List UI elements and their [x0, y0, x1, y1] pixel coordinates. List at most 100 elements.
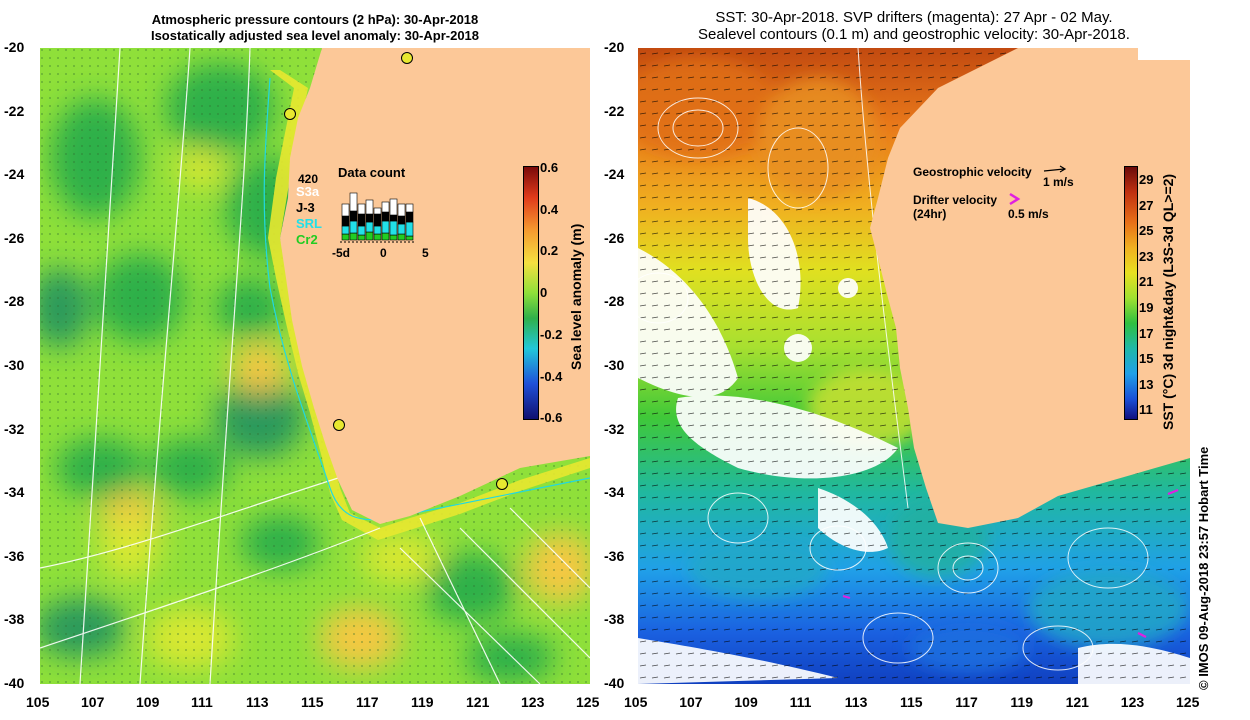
sst-colorbar-tick: 23: [1139, 248, 1154, 264]
inset-bar-segment: [365, 231, 374, 241]
pressure-contours: [40, 48, 590, 684]
lon-tick-label: 105: [624, 694, 648, 710]
drifter-velocity-sub: (24hr): [913, 207, 947, 221]
tide-gauges: [284, 52, 508, 490]
sla-colorbar-label: Sea level anomaly (m): [568, 223, 584, 370]
lat-tick-label: -24: [4, 166, 25, 183]
sla-colorbar-tick: 0.2: [540, 243, 559, 259]
right-panel-title: SST: 30-Apr-2018. SVP drifters (magenta)…: [638, 9, 1190, 43]
coastline-contour: [263, 77, 590, 521]
inset-bar-segment: [389, 214, 398, 222]
inset-bar-segment: [341, 233, 350, 241]
lat-tick-label: -38: [4, 611, 25, 628]
lon-tick-label: 109: [734, 694, 758, 710]
lon-tick-label: 119: [1010, 694, 1033, 710]
left-panel-title: Atmospheric pressure contours (2 hPa): 3…: [40, 12, 590, 44]
satellite-label: J-3: [296, 200, 315, 215]
inset-bar-segment: [365, 199, 374, 215]
sst-colorbar-tick: 17: [1139, 325, 1154, 341]
right-title-line2: Sealevel contours (0.1 m) and geostrophi…: [698, 26, 1130, 43]
left-title-line2: Isostatically adjusted sea level anomaly…: [150, 28, 480, 43]
lon-tick-label: 107: [81, 694, 105, 710]
lon-tick-label: 111: [191, 694, 213, 710]
sea-level-contours: [638, 48, 1149, 671]
australia-land: [870, 48, 1190, 528]
sst-colorbar-tick: 13: [1139, 376, 1154, 392]
sea-level-anomaly-map: 420 Data count S3a J-3 SRL Cr2 -5d 0 5: [40, 48, 590, 684]
sst-colorbar-label: SST (°C) 3d night&day (L3S-3d QL>=2): [1160, 173, 1176, 430]
lon-tick-label: 125: [576, 694, 600, 710]
inset-bar-segment: [397, 223, 406, 235]
sst-colorbar-tick: 15: [1139, 351, 1154, 367]
lon-tick-label: 125: [1176, 694, 1200, 710]
lat-tick-label: -20: [604, 39, 625, 55]
lon-tick-label: 115: [900, 694, 923, 710]
data-count-inset: [340, 192, 414, 243]
inset-bar-segment: [341, 215, 350, 227]
inset-bar-segment: [341, 203, 350, 217]
sla-colorbar-tick: -0.6: [540, 410, 563, 426]
lon-tick-label: 119: [411, 694, 434, 710]
tide-gauge-marker: [284, 108, 296, 120]
lat-tick-label: -24: [604, 166, 625, 183]
drifter-arrows: [842, 488, 1179, 638]
lon-tick-label: 113: [246, 694, 269, 710]
inset-max-count: 420: [298, 172, 319, 186]
inset-bar-segment: [349, 192, 358, 212]
drifter-velocity-scale: 0.5 m/s: [1008, 207, 1049, 221]
sst-colorbar-tick: 27: [1139, 197, 1154, 213]
lon-tick-label: 121: [466, 694, 490, 710]
lat-tick-label: -32: [604, 420, 625, 437]
left-title-line1: Atmospheric pressure contours (2 hPa): 3…: [151, 12, 479, 27]
inset-bar-segment: [341, 225, 350, 235]
inset-bar-segment: [357, 225, 366, 236]
satellite-label: S3a: [296, 184, 320, 199]
sst-colorbar-tick: 25: [1139, 223, 1154, 239]
lon-tick-label: 107: [679, 694, 703, 710]
sst-colorbar-tick: 19: [1139, 300, 1154, 315]
lon-tick-label: 115: [301, 694, 324, 710]
top-right-mask: [1138, 48, 1190, 60]
inset-bar-segment: [397, 233, 406, 241]
sla-map-svg: [40, 48, 590, 684]
lat-tick-label: -34: [604, 484, 625, 501]
lat-tick-label: -22: [604, 102, 625, 119]
sla-colorbar: [523, 166, 539, 420]
lat-tick-label: -30: [604, 357, 625, 373]
lon-tick-label: 109: [136, 694, 160, 710]
inset-bar-segment: [357, 234, 366, 241]
tide-gauge-marker: [333, 419, 345, 431]
lon-tick-label: 123: [1120, 694, 1145, 710]
inset-bar-segment: [357, 213, 366, 227]
inset-bar-segment: [373, 213, 382, 227]
lon-tick-label: 113: [844, 694, 868, 710]
sst-colorbar-tick: 21: [1139, 274, 1154, 290]
lat-tick-label: -30: [4, 357, 25, 373]
lon-tick-label: 117: [356, 694, 379, 710]
imos-credit: © IMOS 09-Aug-2018 23:57 Hobart Time: [1196, 446, 1211, 690]
lon-tick-label: 111: [789, 694, 812, 710]
right-title-line1: SST: 30-Apr-2018. SVP drifters (magenta)…: [715, 9, 1113, 26]
lat-tick-label: -20: [4, 39, 25, 55]
drifter-arrow: [1137, 632, 1147, 638]
lat-tick-label: -26: [4, 229, 25, 246]
inset-bar-segment: [365, 213, 374, 223]
lat-tick-label: -32: [4, 420, 25, 437]
sst-colorbar-tick: 11: [1139, 402, 1153, 418]
inset-bar-segment: [381, 211, 390, 222]
inset-xtick-minus5: -5d: [332, 246, 350, 260]
inset-bar-segment: [389, 198, 398, 216]
inset-bar-segment: [381, 220, 390, 234]
satellite-label: SRL: [296, 216, 322, 231]
drifter-arrow: [1167, 488, 1179, 496]
tide-gauge-marker: [496, 478, 508, 490]
lat-tick-label: -36: [604, 547, 625, 564]
lon-tick-label: 117: [955, 694, 978, 710]
lat-tick-label: -34: [4, 484, 25, 501]
inset-bar-segment: [373, 233, 382, 241]
inset-bar-segment: [389, 234, 398, 241]
geo-velocity-scale: 1 m/s: [1043, 175, 1074, 189]
inset-bar-segment: [373, 207, 382, 215]
tide-gauge-marker: [401, 52, 413, 64]
inset-bar-segment: [405, 211, 414, 223]
